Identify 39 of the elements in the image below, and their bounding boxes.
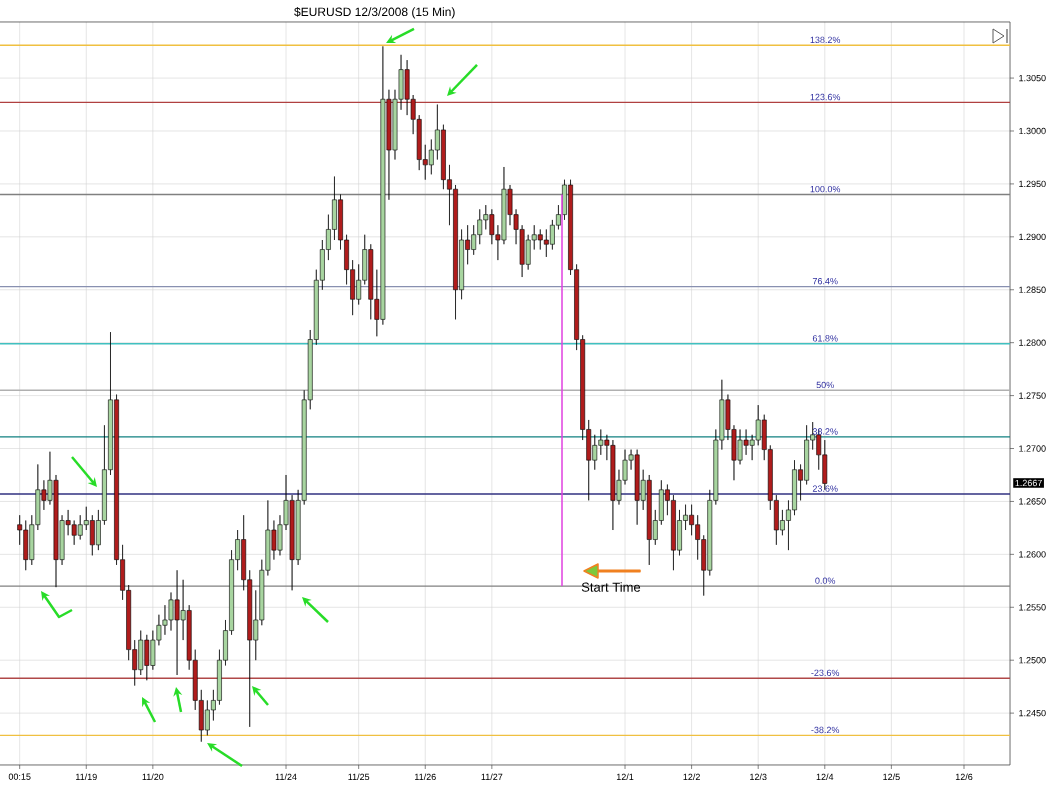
annotation: 50% (816, 381, 834, 389)
annotation: -38.2% (811, 726, 840, 734)
x-tick-label: 11/24 (275, 773, 297, 781)
annotation: 76.4% (812, 278, 838, 285)
x-tick-label: 11/19 (76, 773, 97, 781)
y-tick-label: 1.2650 (1019, 498, 1046, 505)
x-tick-label: 11/26 (415, 773, 436, 781)
y-tick-label: 1.2550 (1019, 604, 1046, 611)
annotation: -23.6% (811, 669, 840, 676)
x-tick-label: 12/3 (750, 773, 767, 781)
y-tick-label: 1.2450 (1019, 709, 1046, 717)
annotation: 0.0% (815, 577, 836, 584)
y-tick-label: 1.2600 (1019, 551, 1046, 558)
x-tick-label: 12/2 (683, 773, 700, 781)
y-tick-label: 1.2700 (1019, 445, 1046, 452)
x-tick-label: 12/4 (816, 773, 834, 781)
x-tick-label: 11/20 (142, 773, 164, 781)
x-tick-label: 11/25 (348, 773, 370, 781)
annotation: 100.0% (810, 185, 841, 193)
annotation: Start Time (581, 582, 641, 592)
x-tick-label: 00:15 (8, 773, 31, 780)
annotation: 138.2% (810, 36, 841, 44)
chart-title: $EURUSD 12/3/2008 (15 Min) (294, 7, 455, 19)
annotation: 23.6% (812, 485, 838, 492)
y-tick-label: 1.2950 (1019, 180, 1046, 188)
text: 1.2667 (1015, 479, 1042, 487)
y-tick-label: 1.2500 (1019, 657, 1046, 664)
x-tick-label: 12/1 (616, 773, 634, 781)
x-tick-label: 12/6 (955, 773, 973, 781)
y-tick-label: 1.2850 (1019, 286, 1046, 293)
y-tick-label: 1.2750 (1019, 392, 1046, 399)
x-tick-label: 11/27 (481, 773, 503, 781)
annotation: 61.8% (812, 335, 838, 342)
x-tick-label: 12/5 (883, 773, 900, 781)
y-tick-label: 1.2900 (1019, 233, 1046, 241)
y-tick-label: 1.3000 (1019, 127, 1046, 135)
annotation: 123.6% (810, 93, 841, 101)
y-tick-label: 1.2800 (1019, 339, 1046, 346)
y-tick-label: 1.3050 (1019, 74, 1046, 82)
